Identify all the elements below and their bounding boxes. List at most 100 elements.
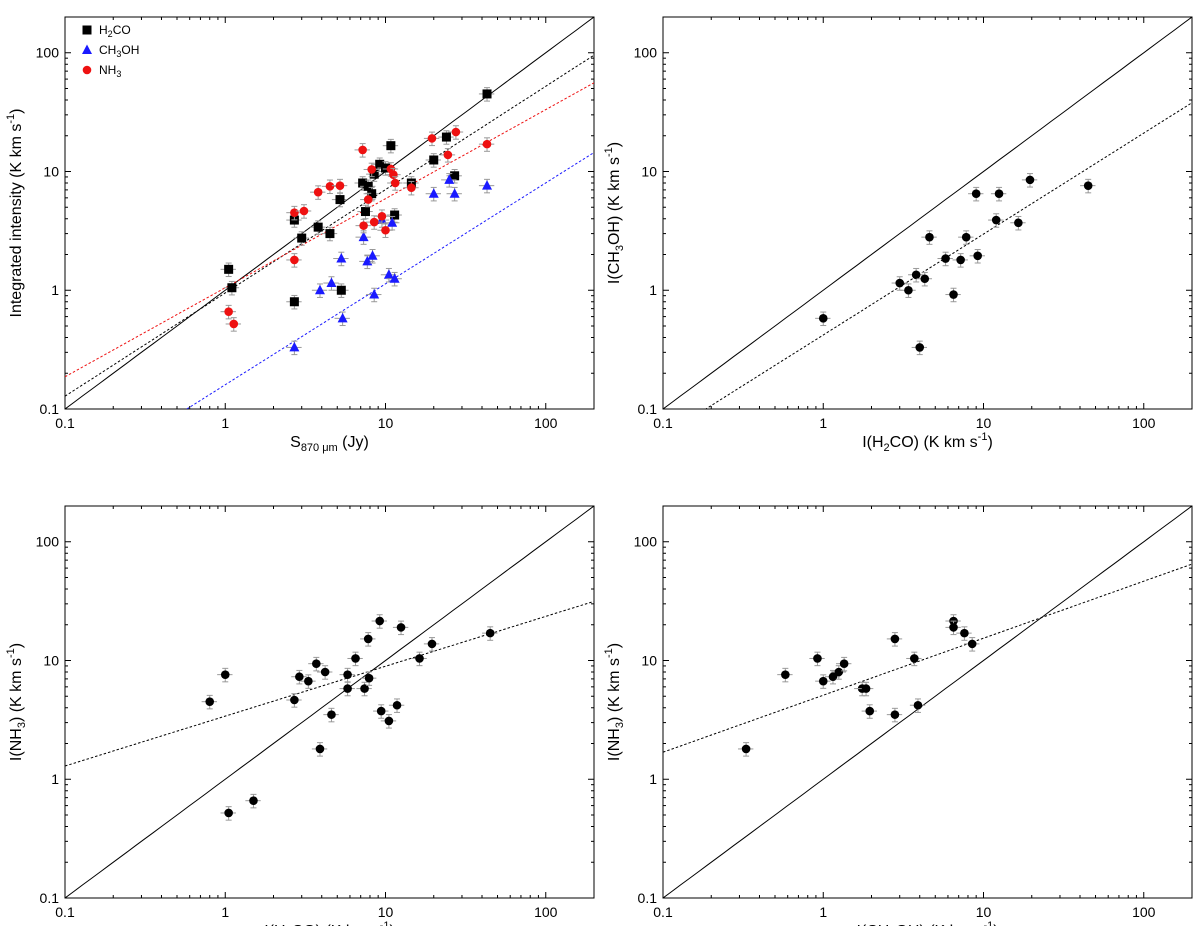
- data-point: [290, 208, 299, 217]
- data-point: [290, 695, 299, 705]
- data-point: [299, 206, 309, 216]
- x-axis-label: I(CH3OH) (K km s-1): [856, 920, 998, 926]
- data-point: [429, 155, 439, 165]
- data-point: [384, 716, 394, 726]
- y-tick-label: 1: [51, 771, 59, 787]
- data-point: [224, 307, 233, 316]
- plot-frame: [662, 505, 1193, 899]
- data-point: [364, 673, 374, 683]
- data-point: [967, 639, 977, 649]
- data-point: [369, 217, 379, 227]
- y-tick-label: 0.1: [638, 890, 658, 906]
- data-points: [201, 614, 498, 821]
- data-point: [290, 255, 299, 265]
- data-point: [482, 139, 492, 149]
- data-point: [1014, 218, 1023, 228]
- data-point: [407, 183, 416, 193]
- y-tick-label: 0.1: [638, 401, 658, 417]
- data-point: [358, 231, 369, 242]
- data-point: [360, 207, 370, 217]
- data-point: [295, 672, 304, 682]
- y-tick-label: 0.1: [40, 890, 60, 906]
- data-point: [941, 254, 950, 263]
- data-point: [949, 623, 958, 632]
- x-tick-label: 100: [534, 415, 558, 431]
- data-point: [994, 189, 1004, 199]
- x-tick-label: 10: [378, 904, 394, 920]
- fit-lines: [65, 506, 594, 898]
- chart-panel-top-right: 0.10.1 1 1 10 10 100 100 I(H2CO) (K km s-1) I(CH…: [603, 16, 1193, 454]
- data-point: [381, 163, 391, 173]
- data-point: [741, 744, 751, 754]
- identity-line: [65, 506, 594, 898]
- data-point: [813, 654, 822, 663]
- identity-line: [663, 506, 1192, 898]
- x-axis-label: S870 μm (Jy): [290, 434, 369, 454]
- fit-lines: [663, 17, 1192, 409]
- data-point: [358, 145, 367, 155]
- y-tick-label: 100: [634, 45, 658, 61]
- data-point: [369, 289, 380, 299]
- data-point: [336, 285, 346, 295]
- data-point: [828, 672, 838, 682]
- data-point: [485, 628, 495, 638]
- x-axis-label: I(H2CO) (K km s-1): [264, 920, 395, 926]
- data-point: [865, 706, 875, 716]
- x-tick-label: 0.1: [653, 904, 673, 920]
- data-point: [312, 659, 321, 668]
- y-tick-label: 1: [649, 282, 657, 298]
- data-point: [390, 178, 400, 188]
- x-tick-label: 0.1: [55, 904, 75, 920]
- data-point: [335, 181, 345, 190]
- legend-marker: [82, 25, 92, 35]
- data-point: [818, 676, 828, 686]
- data-point: [325, 229, 335, 239]
- chart-panel-bottom-left: 0.10.1 1 1 10 10 100 100 I(H2CO) (K km s-1) I(NH…: [5, 505, 595, 926]
- data-point: [363, 195, 373, 204]
- data-point: [359, 221, 368, 230]
- x-tick-label: 1: [221, 904, 229, 920]
- fit-line-h2co: [65, 54, 594, 397]
- y-axis-label: I(NH3) (K km s-1): [603, 643, 626, 761]
- x-tick-label: 100: [1132, 415, 1156, 431]
- data-point: [369, 169, 379, 179]
- data-point: [913, 700, 923, 710]
- x-tick-label: 10: [378, 415, 394, 431]
- x-axis-label: I(H2CO) (K km s-1): [862, 431, 993, 454]
- data-point: [249, 796, 258, 805]
- fit-line-data: [663, 563, 1192, 753]
- chart-panel-top-left: 0.10.1 1 1 10 10 100 100 S870 μm (Jy) Integrated…: [5, 16, 595, 454]
- data-point: [367, 189, 377, 199]
- y-tick-label: 10: [43, 163, 59, 179]
- data-point: [925, 232, 934, 242]
- legend-marker: [82, 44, 92, 54]
- data-point: [327, 710, 336, 719]
- data-point: [1025, 175, 1035, 185]
- data-point: [991, 215, 1001, 225]
- data-point: [960, 628, 969, 638]
- data-point: [441, 132, 451, 142]
- y-tick-label: 10: [641, 652, 657, 668]
- data-point: [427, 639, 437, 649]
- data-point: [315, 744, 325, 754]
- data-point: [396, 623, 406, 632]
- data-point: [839, 659, 849, 668]
- axis-ticks: [64, 505, 595, 899]
- data-point: [304, 676, 313, 686]
- plot-frame: [64, 16, 595, 410]
- data-point: [392, 700, 402, 710]
- data-point: [949, 290, 958, 299]
- data-point: [377, 211, 387, 221]
- plot-frame: [662, 16, 1193, 410]
- data-point: [363, 634, 373, 644]
- data-point: [336, 253, 347, 263]
- data-point: [449, 188, 460, 198]
- data-point: [911, 270, 921, 280]
- legend: H2CO CH3OH NH3: [82, 23, 139, 79]
- x-tick-label: 1: [819, 415, 827, 431]
- axis-ticks: [64, 16, 595, 410]
- plot-frame: [64, 505, 595, 899]
- legend-label: CH3OH: [99, 43, 139, 59]
- data-point: [387, 217, 398, 227]
